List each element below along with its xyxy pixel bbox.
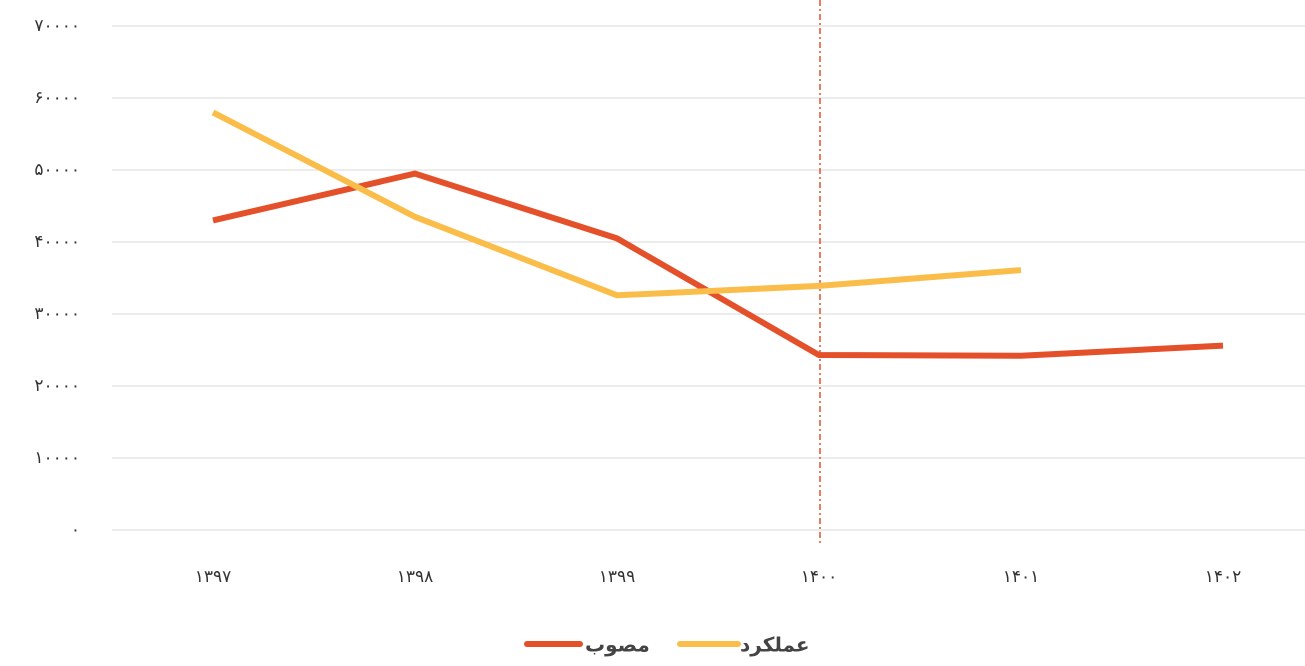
y-tick-label: ۳۰۰۰۰	[34, 304, 80, 324]
y-tick-label: ۶۰۰۰۰	[34, 88, 80, 108]
y-tick-label: ۰	[71, 520, 80, 540]
x-tick-label: ۱۳۹۸	[397, 567, 434, 587]
series-line	[212, 170, 1224, 359]
y-tick-label: ۵۰۰۰۰	[34, 160, 80, 180]
y-tick-label: ۱۰۰۰۰	[34, 448, 80, 468]
series-line	[211, 109, 1022, 299]
y-tick-label: ۷۰۰۰۰	[34, 16, 80, 36]
x-tick-label: ۱۴۰۲	[1205, 567, 1242, 587]
legend-label: مصوب	[585, 633, 650, 657]
x-tick-label: ۱۳۹۹	[599, 567, 636, 587]
y-tick-label: ۴۰۰۰۰	[34, 232, 80, 252]
legend-label: عملکرد	[740, 633, 810, 657]
y-tick-label: ۲۰۰۰۰	[34, 376, 80, 396]
x-tick-label: ۱۴۰۰	[801, 567, 838, 587]
x-tick-label: ۱۳۹۷	[195, 567, 232, 587]
x-tick-label: ۱۴۰۱	[1003, 567, 1040, 587]
